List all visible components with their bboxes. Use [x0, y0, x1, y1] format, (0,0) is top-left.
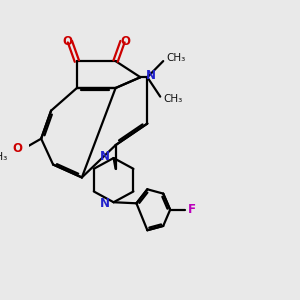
Text: O: O [62, 35, 72, 48]
Text: CH₃: CH₃ [164, 94, 183, 104]
Text: N: N [146, 69, 155, 82]
Text: N: N [100, 197, 110, 211]
Text: CH₃: CH₃ [167, 53, 186, 63]
Text: CH₃: CH₃ [0, 152, 7, 162]
Text: O: O [13, 142, 22, 155]
Text: F: F [188, 203, 196, 216]
Text: N: N [100, 150, 110, 163]
Text: O: O [120, 35, 130, 48]
